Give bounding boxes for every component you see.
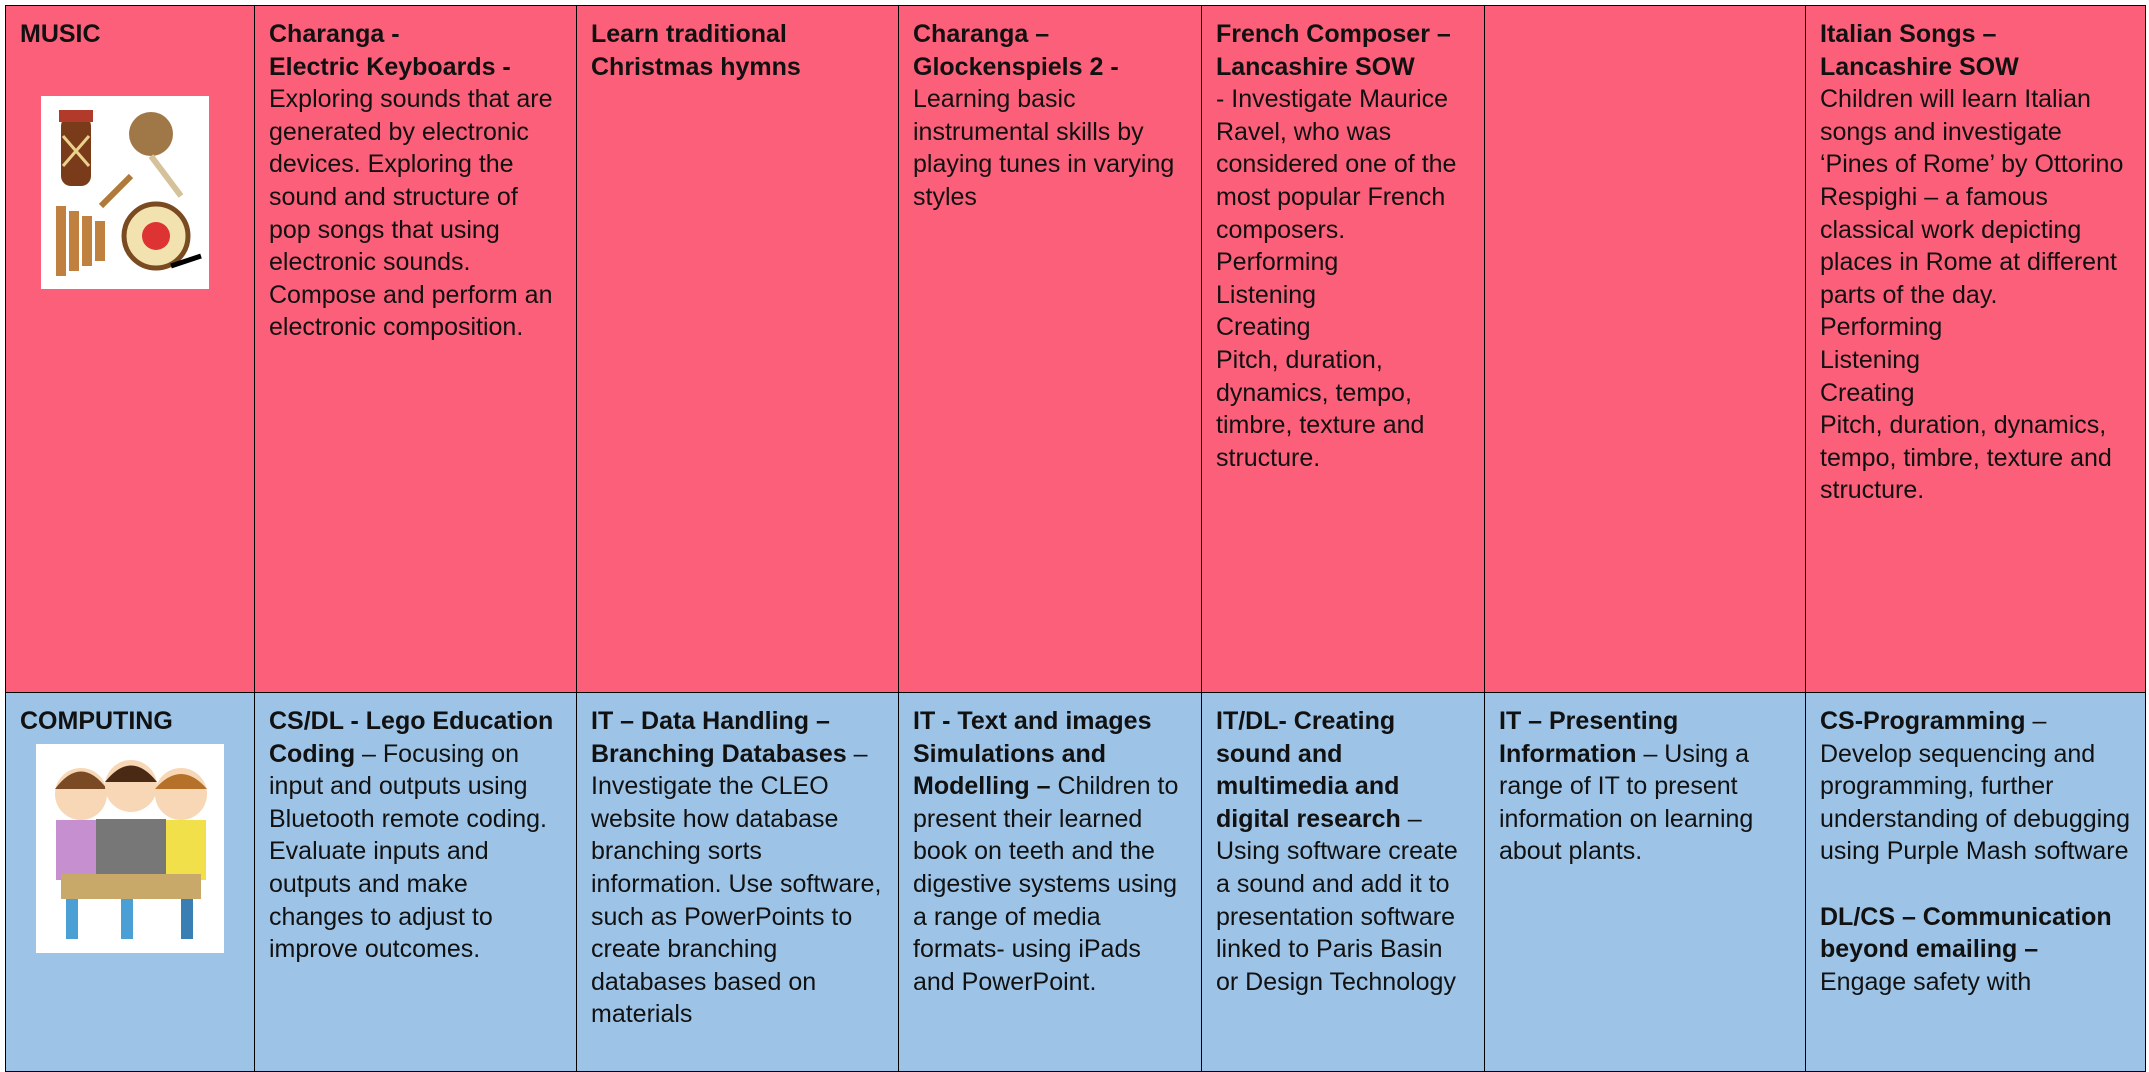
- body-text: Learning basic instrumental skills by pl…: [913, 85, 1175, 211]
- paragraph: Charanga –: [913, 18, 1188, 51]
- body-text: – Focusing on input and outputs using Bl…: [269, 739, 547, 964]
- body-text: Children will learn Italian songs and in…: [1820, 85, 2124, 309]
- content-cell: Italian Songs – Lancashire SOW Children w…: [1805, 5, 2146, 693]
- content-cell: IT – Data Handling – Branching Databases…: [576, 692, 900, 1072]
- bold-text: French Composer – Lancashire SOW: [1216, 20, 1451, 81]
- paragraph: Pitch, duration, dynamics, tempo, timbre…: [1820, 409, 2131, 507]
- paragraph: Charanga -: [269, 18, 563, 51]
- body-text: Listening: [1216, 280, 1317, 309]
- paragraph: French Composer – Lancashire SOW: [1216, 18, 1471, 83]
- bold-text: DL/CS – Communication beyond emailing –: [1820, 902, 2112, 964]
- body-text: – Develop sequencing and programming, fu…: [1820, 707, 2130, 866]
- body-text: – Using software create a sound and add …: [1216, 804, 1458, 996]
- body-text: Listening: [1820, 345, 1921, 374]
- paragraph: Creating: [1216, 311, 1471, 344]
- music-instruments-image: [41, 96, 209, 289]
- bold-text: Charanga -: [269, 20, 400, 48]
- bold-text: CS/DL - Lego Education Coding: [269, 707, 554, 768]
- paragraph: IT - Text and images Simulations and Mod…: [913, 705, 1188, 998]
- content-cell: IT – Presenting Information – Using a ra…: [1484, 692, 1807, 1072]
- body-text: Performing: [1820, 313, 1943, 342]
- body-text: Creating: [1216, 313, 1311, 342]
- paragraph: Exploring sounds that are generated by e…: [269, 83, 563, 344]
- paragraph: Learn traditional Christmas hymns: [591, 18, 885, 83]
- content-cell: Learn traditional Christmas hymns: [576, 5, 900, 693]
- paragraph: Performing: [1820, 311, 2131, 344]
- bold-text: Italian Songs – Lancashire SOW: [1820, 20, 2019, 81]
- subject-label: COMPUTING: [20, 707, 173, 735]
- paragraph: Electric Keyboards -: [269, 51, 563, 84]
- body-text: - Investigate Maurice Ravel, who was con…: [1216, 85, 1457, 244]
- bold-text: Learn traditional Christmas hymns: [591, 20, 801, 81]
- bold-text: CS-Programming: [1820, 707, 2026, 735]
- content-cell: CS-Programming – Develop sequencing and …: [1805, 692, 2146, 1072]
- body-text: Exploring sounds that are generated by e…: [269, 85, 553, 342]
- paragraph: Listening: [1820, 344, 2131, 377]
- content-cell: French Composer – Lancashire SOW - Invest…: [1201, 5, 1486, 693]
- paragraph: Performing: [1216, 246, 1471, 279]
- bold-text: IT – Data Handling – Branching Databases: [591, 707, 847, 768]
- content-cell: Charanga – Glockenspiels 2 - Learning basi…: [898, 5, 1203, 693]
- paragraph: CS/DL - Lego Education Coding – Focusing…: [269, 705, 563, 966]
- paragraph: Learning basic instrumental skills by pl…: [913, 83, 1188, 213]
- paragraph: Pitch, duration, dynamics, tempo, timbre…: [1216, 344, 1471, 474]
- body-text: Pitch, duration, dynamics, tempo, timbre…: [1820, 411, 2112, 505]
- bold-text: IT – Presenting Information: [1499, 707, 1679, 768]
- paragraph: CS-Programming – Develop sequencing and …: [1820, 705, 2131, 868]
- paragraph: Listening: [1216, 279, 1471, 312]
- content-cell: IT/DL- Creating sound and multimedia and…: [1201, 692, 1486, 1072]
- body-text: – Using a range of IT to present informa…: [1499, 739, 1754, 866]
- paragraph: Creating: [1820, 377, 2131, 410]
- content-cell: CS/DL - Lego Education Coding – Focusing…: [254, 692, 578, 1072]
- paragraph: IT/DL- Creating sound and multimedia and…: [1216, 705, 1471, 998]
- content-cell: Charanga - Electric Keyboards - Exploring …: [254, 5, 578, 693]
- content-cell: [1484, 5, 1807, 693]
- bold-text: Glockenspiels 2 -: [913, 52, 1119, 81]
- bold-text: Electric Keyboards -: [269, 52, 511, 81]
- paragraph: Italian Songs – Lancashire SOW: [1820, 18, 2131, 83]
- content-cell: IT - Text and images Simulations and Mod…: [898, 692, 1203, 1072]
- body-text: Engage safety with: [1820, 967, 2032, 996]
- body-text: Pitch, duration, dynamics, tempo, timbre…: [1216, 345, 1425, 472]
- computing-children-image: [36, 744, 224, 953]
- paragraph: - Investigate Maurice Ravel, who was con…: [1216, 83, 1471, 246]
- paragraph: DL/CS – Communication beyond emailing – …: [1820, 901, 2131, 999]
- body-text: Performing: [1216, 248, 1339, 277]
- subject-label: MUSIC: [20, 20, 101, 48]
- bold-text: IT/DL- Creating sound and multimedia and…: [1216, 707, 1401, 833]
- paragraph: IT – Presenting Information – Using a ra…: [1499, 705, 1792, 868]
- body-text: Children to present their learned book o…: [913, 772, 1179, 996]
- body-text: – Investigate the CLEO website how datab…: [591, 739, 882, 1029]
- bold-text: IT - Text and images Simulations and Mod…: [913, 707, 1152, 801]
- bold-text: Charanga –: [913, 20, 1050, 48]
- paragraph: IT – Data Handling – Branching Databases…: [591, 705, 885, 1031]
- paragraph: Glockenspiels 2 -: [913, 51, 1188, 84]
- paragraph: Children will learn Italian songs and in…: [1820, 83, 2131, 311]
- body-text: Creating: [1820, 378, 1915, 407]
